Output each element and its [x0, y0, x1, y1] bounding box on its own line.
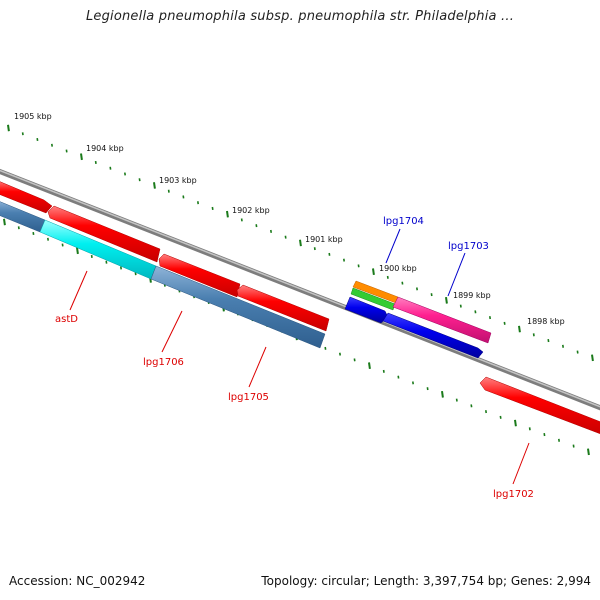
gene-bar-steel-2[interactable]	[150, 265, 326, 349]
kbp-label-1899: 1899 kbp	[453, 291, 491, 300]
gene-label-lpg1702[interactable]: lpg1702	[493, 489, 534, 500]
kbp-label-1902: 1902 kbp	[232, 206, 270, 215]
gene-arrow-red-3[interactable]	[158, 253, 241, 298]
callout-line-lpg1706	[161, 310, 183, 353]
gene-arrow-red-lpg1702[interactable]	[479, 376, 600, 436]
gene-arrow-red-2[interactable]	[47, 205, 161, 263]
kbp-label-1903: 1903 kbp	[159, 176, 197, 185]
major-tick	[80, 153, 83, 161]
gene-arrow-red-1[interactable]	[0, 180, 53, 214]
major-tick	[372, 268, 375, 275]
feature-magenta[interactable]	[392, 296, 492, 344]
genome-backbone-highlight	[0, 169, 600, 408]
major-tick	[514, 419, 517, 427]
gene-label-lpg1703[interactable]: lpg1703	[448, 241, 489, 252]
callout-line-lpg1705	[248, 346, 267, 388]
major-tick	[226, 210, 229, 218]
gene-arrow-red-4[interactable]	[236, 284, 330, 332]
genome-backbone	[0, 168, 600, 411]
major-tick	[587, 448, 590, 456]
kbp-label-1901: 1901 kbp	[305, 235, 343, 244]
major-tick	[591, 354, 594, 362]
major-tick	[445, 297, 448, 304]
kbp-label-1904: 1904 kbp	[86, 144, 124, 153]
major-tick	[299, 239, 302, 247]
major-tick	[76, 247, 79, 255]
genome-summary-text: Topology: circular; Length: 3,397,754 bp…	[261, 574, 591, 588]
callout-line-lpg1702	[512, 442, 530, 485]
major-tick	[441, 391, 444, 398]
major-tick	[153, 182, 156, 189]
kbp-label-1900: 1900 kbp	[379, 264, 417, 273]
major-tick	[518, 325, 521, 333]
feature-green[interactable]	[350, 287, 396, 311]
callout-line-lpg1704	[385, 228, 401, 264]
map-title: Legionella pneumophila subsp. pneumophil…	[85, 9, 515, 24]
kbp-label-1898: 1898 kbp	[527, 317, 565, 326]
gene-label-lpg1704[interactable]: lpg1704	[383, 216, 424, 227]
tick-row-upper	[7, 124, 594, 362]
callout-line-astD	[69, 270, 88, 311]
kbp-label-1905: 1905 kbp	[14, 112, 52, 121]
gene-label-lpg1706[interactable]: lpg1706	[143, 357, 184, 368]
callout-line-lpg1703	[447, 252, 466, 297]
major-tick	[368, 362, 371, 369]
gene-label-lpg1705[interactable]: lpg1705	[228, 392, 269, 403]
major-tick	[7, 124, 10, 132]
major-tick	[3, 218, 6, 226]
feature-blue-2[interactable]	[382, 312, 484, 359]
gene-label-astD[interactable]: astD	[55, 314, 78, 325]
accession-text: Accession: NC_002942	[9, 574, 146, 588]
